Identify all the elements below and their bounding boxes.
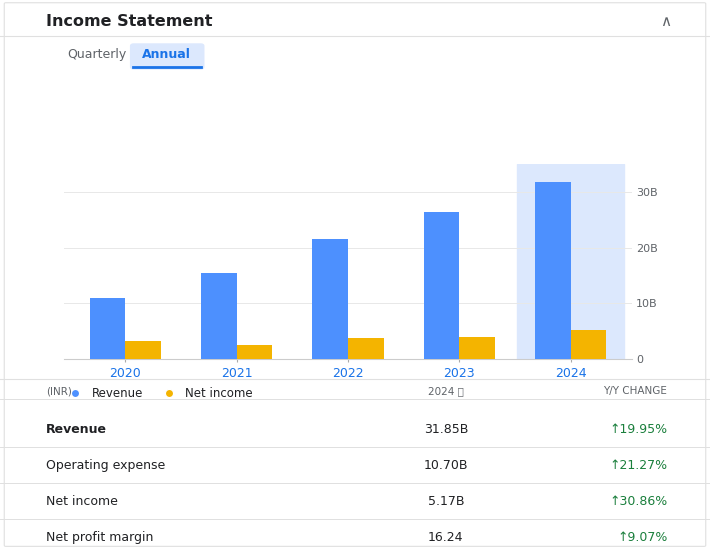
Text: ∧: ∧ [660,14,671,28]
Bar [424,212,459,359]
Bar [517,164,624,359]
Text: Y/Y CHANGE: Y/Y CHANGE [604,386,667,396]
Bar [348,338,383,359]
Text: Income Statement: Income Statement [46,14,213,28]
Text: Net profit margin: Net profit margin [46,531,153,544]
Text: (INR): (INR) [46,386,72,396]
Bar [201,273,236,359]
Text: 2024 ⓘ: 2024 ⓘ [428,386,464,396]
Text: Quarterly: Quarterly [67,48,126,61]
Text: Net income: Net income [46,495,118,508]
Bar [312,239,348,359]
Bar [535,182,571,359]
Text: 16.24: 16.24 [428,531,464,544]
Text: 5.17B: 5.17B [427,495,464,508]
Text: ↑21.27%: ↑21.27% [609,459,667,472]
Text: Operating expense: Operating expense [46,459,165,472]
Text: 10.70B: 10.70B [424,459,468,472]
Legend: Revenue, Net income: Revenue, Net income [58,382,258,404]
Text: 31.85B: 31.85B [424,423,468,436]
Bar [571,330,606,359]
Bar [459,337,495,359]
Text: Annual: Annual [143,48,191,61]
Bar [125,341,160,359]
Bar [89,298,125,359]
Text: Revenue: Revenue [46,423,107,436]
Text: ↑19.95%: ↑19.95% [609,423,667,436]
Text: ↑9.07%: ↑9.07% [617,531,667,544]
Text: ↑30.86%: ↑30.86% [609,495,667,508]
Bar [236,345,272,359]
